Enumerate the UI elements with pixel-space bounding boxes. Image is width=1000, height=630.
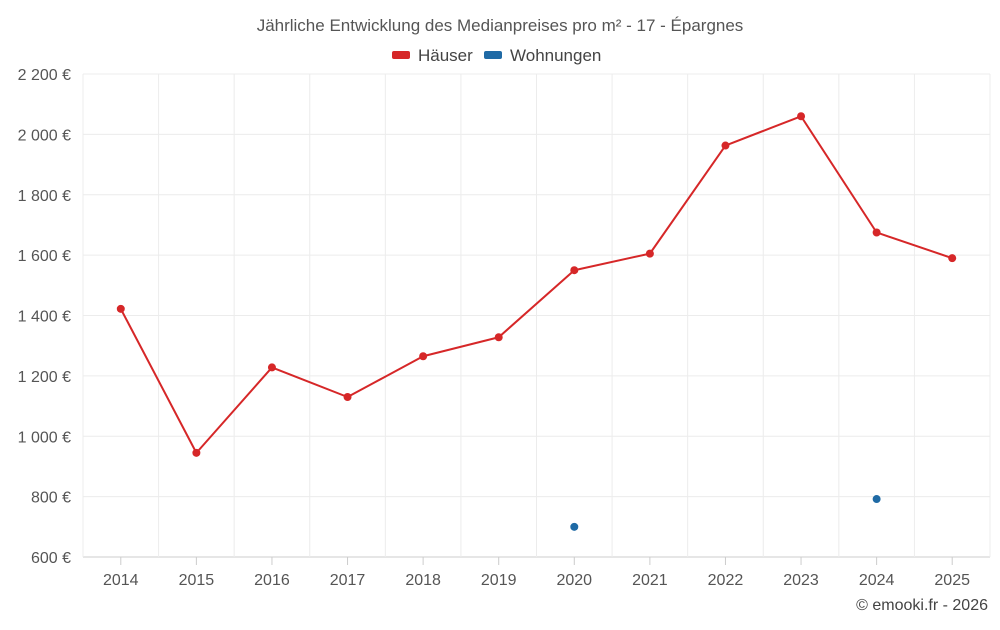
y-tick-label: 600 € [31,550,71,567]
x-tick-label: 2020 [556,572,592,589]
x-tick-label: 2015 [179,572,215,589]
y-tick-label: 1 400 € [18,309,71,326]
legend-label-houses: Häuser [418,46,473,65]
series-layer [116,112,957,531]
y-tick-label: 2 000 € [18,127,71,144]
y-tick-label: 1 000 € [18,429,71,446]
legend-label-apartments: Wohnungen [510,46,601,65]
data-point-houses-2016[interactable] [267,363,276,372]
y-axis: 600 € 800 € 1 000 € 1 200 € 1 400 € 1 600 € 1 … [18,67,71,567]
data-point-houses-2019[interactable] [494,333,503,342]
data-point-houses-2024[interactable] [872,228,881,237]
y-tick-label: 1 600 € [18,248,71,265]
y-tick-label: 1 200 € [18,369,71,386]
data-point-houses-2015[interactable] [192,448,201,457]
x-tick-label: 2018 [405,572,441,589]
legend-item-apartments[interactable]: Wohnungen [484,46,601,65]
legend: Häuser Wohnungen [392,46,601,65]
x-tick-label: 2016 [254,572,290,589]
data-point-houses-2017[interactable] [343,393,352,402]
y-tick-label: 1 800 € [18,188,71,205]
x-axis: 2014 2015 2016 2017 2018 2019 2020 2021 2022 2023… [103,557,970,589]
data-point-apartments-2024[interactable] [872,495,881,504]
x-tick-label: 2019 [481,572,517,589]
data-point-houses-2018[interactable] [419,352,428,361]
data-point-apartments-2020[interactable] [570,522,579,531]
x-tick-label: 2023 [783,572,819,589]
data-point-houses-2023[interactable] [797,112,806,121]
data-point-houses-2025[interactable] [948,254,957,263]
grid [82,73,991,558]
x-tick-label: 2017 [330,572,366,589]
y-tick-label: 800 € [31,490,71,507]
chart-title: Jährliche Entwicklung des Medianpreises … [257,16,744,35]
x-tick-label: 2022 [708,572,744,589]
data-point-houses-2014[interactable] [116,304,125,313]
y-tick-label: 2 200 € [18,67,71,84]
x-tick-label: 2014 [103,572,139,589]
legend-item-houses[interactable]: Häuser [392,46,473,65]
legend-swatch-apartments [484,51,502,59]
data-point-houses-2021[interactable] [645,249,654,258]
x-tick-label: 2024 [859,572,895,589]
x-tick-label: 2025 [934,572,970,589]
data-point-houses-2020[interactable] [570,266,579,275]
copyright-credit: © emooki.fr - 2026 [856,597,988,614]
legend-swatch-houses [392,51,410,59]
x-tick-label: 2021 [632,572,668,589]
data-point-houses-2022[interactable] [721,141,730,150]
series-line-houses [119,115,953,454]
